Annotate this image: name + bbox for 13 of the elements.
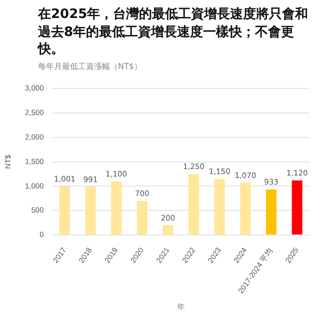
bar bbox=[111, 181, 122, 235]
bar bbox=[214, 178, 225, 235]
bar bbox=[136, 200, 148, 235]
bar bbox=[85, 186, 96, 235]
bar bbox=[59, 186, 70, 235]
chart-subtitle: 每年月最低工資漲幅（NT$） bbox=[38, 61, 142, 72]
x-axis-title: 年 bbox=[176, 302, 185, 312]
bar bbox=[266, 189, 276, 235]
bar bbox=[188, 174, 200, 235]
bar bbox=[162, 225, 174, 235]
chart-title: 在2025年，台灣的最低工資增長速度將只會和過去8年的最低工資增長速度一樣快；不會更快。 bbox=[38, 6, 310, 58]
bar bbox=[240, 182, 251, 235]
bar bbox=[292, 180, 302, 235]
